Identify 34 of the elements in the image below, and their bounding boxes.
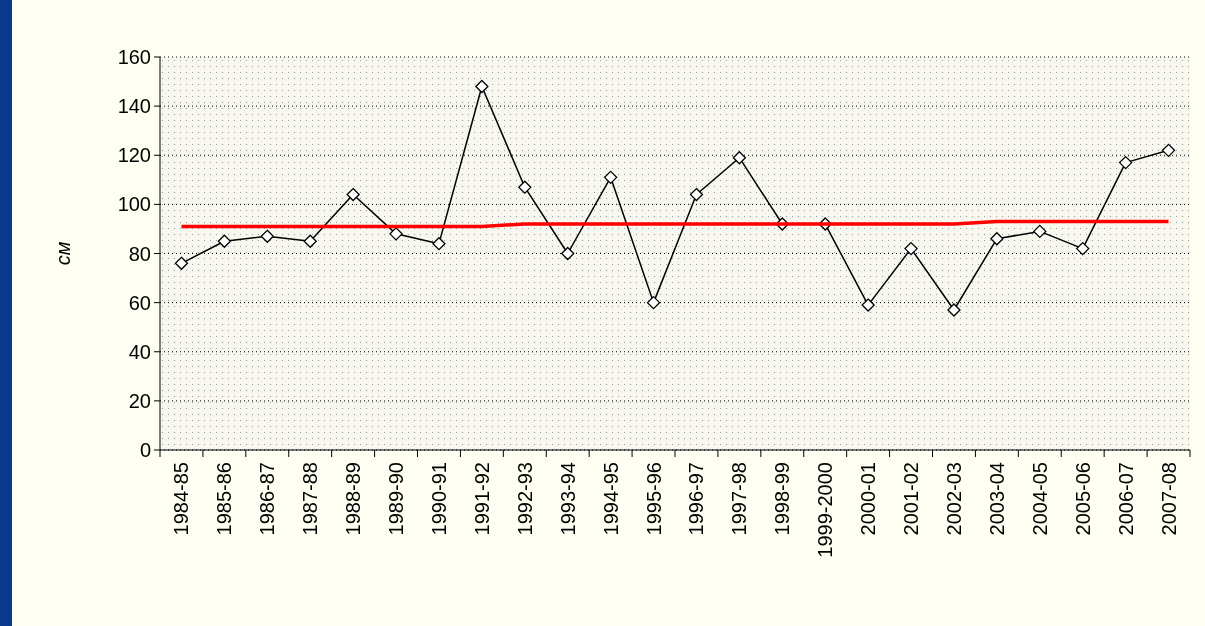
y-axis-title: см [52,241,74,266]
x-tick-label: 2003-04 [985,462,1008,536]
x-tick-label: 2000-01 [857,462,880,536]
y-tick-label: 100 [117,193,151,216]
y-tick-label: 60 [128,291,151,314]
x-tick-label: 1986-87 [256,462,279,536]
y-tick-label: 80 [128,242,151,265]
x-tick-label: 1995-96 [642,462,665,536]
y-tick-label: 20 [128,389,151,412]
x-tick-label: 1993-94 [556,462,579,536]
x-tick-label: 2002-03 [942,462,965,536]
x-tick-label: 1991-92 [470,462,493,536]
y-tick-label: 120 [117,144,151,167]
x-tick-label: 1984-85 [170,462,193,536]
x-tick-label: 1996-97 [685,462,708,536]
x-tick-label: 1987-88 [299,462,322,536]
x-tick-label: 2006-07 [1114,462,1137,536]
x-tick-label: 1997-98 [728,462,751,536]
x-tick-label: 1988-89 [342,462,365,536]
x-tick-label: 2001-02 [900,462,923,536]
x-tick-label: 2007-08 [1157,462,1180,536]
x-tick-label: 2005-06 [1071,462,1094,536]
x-tick-label: 1994-95 [599,462,622,536]
y-tick-label: 0 [139,439,151,461]
y-tick-label: 160 [117,46,151,68]
x-tick-label: 1989-90 [385,462,408,536]
x-tick-label: 1985-86 [213,462,236,536]
x-tick-label: 1999-2000 [814,462,837,558]
x-tick-label: 2004-05 [1028,462,1051,536]
y-tick-label: 40 [128,340,151,363]
x-tick-label: 1998-99 [771,462,794,536]
y-tick-label: 140 [117,95,151,118]
x-tick-label: 1992-93 [513,462,536,536]
x-tick-label: 1990-91 [427,462,450,536]
